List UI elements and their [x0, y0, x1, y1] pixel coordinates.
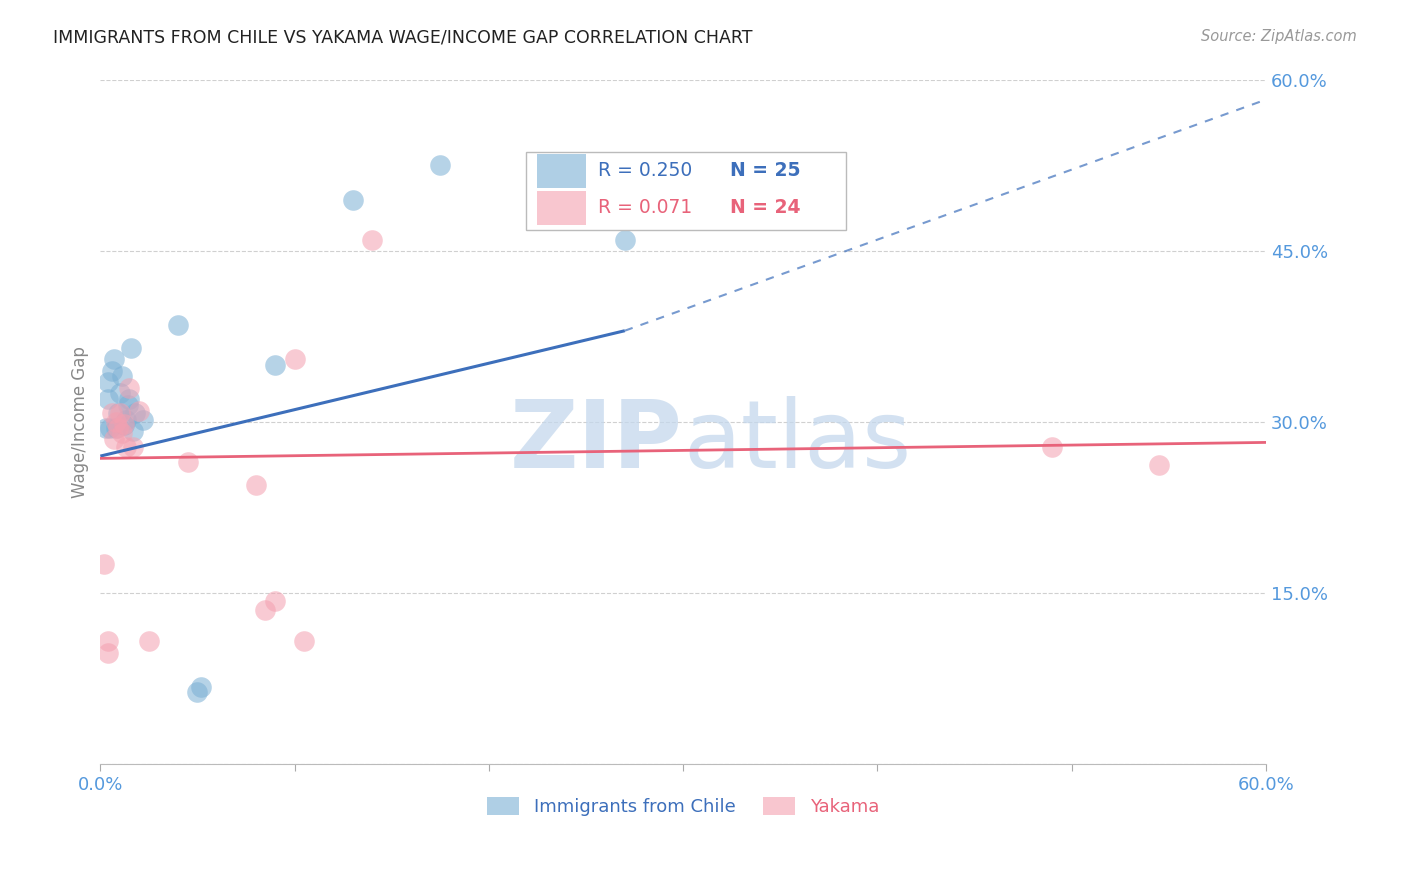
Point — [97, 392, 120, 406]
Point — [264, 594, 287, 608]
Point — [177, 455, 200, 469]
Point — [124, 406, 146, 420]
Point — [118, 392, 141, 406]
Point — [98, 420, 121, 434]
Point — [107, 406, 129, 420]
Point — [111, 426, 134, 441]
Text: IMMIGRANTS FROM CHILE VS YAKAMA WAGE/INCOME GAP CORRELATION CHART: IMMIGRANTS FROM CHILE VS YAKAMA WAGE/INC… — [53, 29, 754, 46]
Text: R = 0.250: R = 0.250 — [598, 161, 692, 180]
Point — [1147, 458, 1170, 473]
Text: N = 25: N = 25 — [730, 161, 800, 180]
Legend: Immigrants from Chile, Yakama: Immigrants from Chile, Yakama — [479, 789, 886, 823]
Point — [97, 633, 120, 648]
Point — [292, 633, 315, 648]
Point — [186, 685, 208, 699]
Text: N = 24: N = 24 — [730, 198, 800, 218]
Text: ZIP: ZIP — [510, 396, 683, 489]
Point — [342, 193, 364, 207]
Point — [120, 341, 142, 355]
Point — [104, 420, 127, 434]
Point — [93, 558, 115, 572]
Point — [132, 412, 155, 426]
Point — [167, 318, 190, 332]
Point — [254, 603, 277, 617]
Point — [103, 352, 125, 367]
Text: atlas: atlas — [683, 396, 911, 489]
Point — [108, 386, 131, 401]
Point — [1040, 440, 1063, 454]
Point — [128, 403, 150, 417]
FancyBboxPatch shape — [526, 152, 846, 230]
Point — [111, 369, 134, 384]
Point — [613, 233, 636, 247]
Point — [97, 646, 120, 660]
Point — [264, 358, 287, 372]
Point — [107, 420, 129, 434]
Point — [138, 633, 160, 648]
Point — [101, 363, 124, 377]
FancyBboxPatch shape — [537, 191, 586, 225]
Point — [96, 420, 118, 434]
Y-axis label: Wage/Income Gap: Wage/Income Gap — [72, 346, 89, 498]
Point — [122, 440, 145, 454]
Point — [103, 432, 125, 446]
Point — [245, 477, 267, 491]
Point — [108, 406, 131, 420]
Point — [118, 381, 141, 395]
Point — [117, 398, 139, 412]
Text: R = 0.071: R = 0.071 — [598, 198, 692, 218]
Text: Source: ZipAtlas.com: Source: ZipAtlas.com — [1201, 29, 1357, 44]
Point — [122, 424, 145, 438]
Point — [101, 406, 124, 420]
Point — [361, 233, 384, 247]
Point — [429, 158, 451, 172]
FancyBboxPatch shape — [537, 154, 586, 187]
Point — [112, 418, 135, 433]
Point — [114, 440, 136, 454]
Point — [97, 375, 120, 389]
Point — [190, 681, 212, 695]
Point — [114, 412, 136, 426]
Point — [104, 415, 127, 429]
Point — [112, 417, 135, 432]
Point — [284, 352, 307, 367]
